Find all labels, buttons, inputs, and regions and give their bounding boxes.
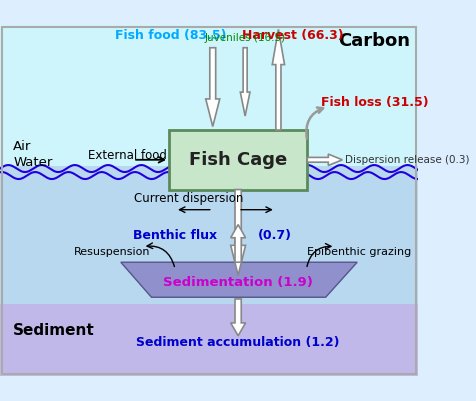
Text: Fish Cage: Fish Cage	[188, 151, 287, 169]
Text: Sediment: Sediment	[13, 323, 95, 338]
Polygon shape	[240, 48, 249, 116]
Polygon shape	[272, 29, 284, 130]
Text: Carbon: Carbon	[337, 32, 409, 50]
Polygon shape	[120, 262, 357, 297]
Text: External food: External food	[88, 149, 166, 162]
Text: Fish food (83.5): Fish food (83.5)	[115, 30, 226, 43]
Polygon shape	[230, 299, 245, 336]
Text: Harvest (66.3): Harvest (66.3)	[242, 30, 343, 43]
Bar	[0, 166, 416, 376]
Text: Resuspension: Resuspension	[74, 247, 150, 257]
Text: Dispersion release (0.3): Dispersion release (0.3)	[344, 155, 468, 165]
Text: (0.7): (0.7)	[258, 229, 292, 243]
Text: Juveniles (16.5): Juveniles (16.5)	[204, 33, 285, 43]
Polygon shape	[230, 190, 245, 275]
Bar	[0, 25, 416, 183]
Text: Air: Air	[13, 140, 31, 153]
Text: Epibenthic grazing: Epibenthic grazing	[306, 247, 410, 257]
Text: Current dispersion: Current dispersion	[133, 192, 242, 205]
Text: Water: Water	[13, 156, 52, 169]
Bar	[169, 130, 307, 190]
Polygon shape	[230, 225, 245, 262]
Text: Fish loss (31.5): Fish loss (31.5)	[320, 96, 427, 109]
Text: Benthic flux: Benthic flux	[133, 229, 217, 243]
Polygon shape	[307, 154, 342, 166]
Text: Sediment accumulation (1.2): Sediment accumulation (1.2)	[136, 336, 339, 349]
Text: Sedimentation (1.9): Sedimentation (1.9)	[163, 276, 312, 289]
Bar	[0, 304, 416, 376]
Polygon shape	[205, 48, 219, 127]
